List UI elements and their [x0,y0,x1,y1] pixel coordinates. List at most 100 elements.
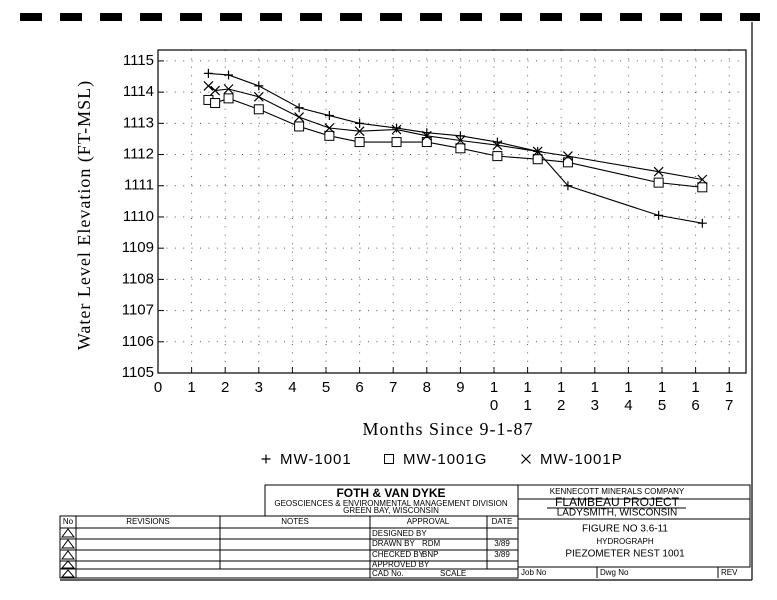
x-tick-label: 1 [183,379,200,397]
cad-number: CAD No. [372,569,404,578]
figure-subtitle: PIEZOMETER NEST 1001 [565,549,685,560]
x-tick-label: 3 [250,379,267,397]
legend-item: MW-1001P [521,451,623,468]
marker [421,137,432,148]
header: No [63,517,74,526]
x-tick-label: 10 [486,379,503,415]
marker [391,137,402,148]
marker [355,118,365,128]
approval-initials: RDM [422,539,441,548]
scale: SCALE [440,569,466,578]
marker [384,454,394,464]
series-line [208,72,703,224]
marker [421,130,432,141]
x-tick-label: 6 [351,379,368,397]
company: FOTH & VAN DYKE [336,486,445,500]
marker [455,131,465,141]
header: REVISIONS [126,517,170,526]
header: DATE [492,517,513,526]
x-tick-label: 13 [586,379,603,415]
figure-number: FIGURE NO 3.6-11 [582,524,668,535]
header: APPROVAL [407,517,450,526]
marker [653,166,664,177]
marker [223,93,234,104]
marker [697,174,708,185]
x-tick-label: 2 [217,379,234,397]
drawing-number: Dwg No [600,568,629,577]
x-tick-label: 12 [553,379,570,415]
approval-label: DRAWN BY [372,539,415,548]
marker [354,126,365,137]
job-number: Job No [521,568,547,577]
division: GEOSCIENCES & ENVIRONMENTAL MANAGEMENT D… [274,499,507,508]
client: KENNECOTT MINERALS COMPANY [550,487,685,496]
marker [697,182,708,193]
location: GREEN BAY, WISCONSIN [343,506,439,515]
marker [253,91,264,102]
y-tick-label: 1110 [123,208,154,225]
marker [224,70,234,80]
marker [294,112,305,123]
marker [492,140,503,151]
y-tick-label: 1115 [123,52,154,69]
legend-label: MW-1001 [280,451,352,468]
legend-label: MW-1001P [540,451,623,468]
y-tick-label: 1107 [122,302,154,319]
marker [253,104,264,115]
x-tick-label: 8 [418,379,435,397]
figure-title: HYDROGRAPH [596,537,654,546]
marker [697,218,707,228]
approval-initials: BNP [422,550,438,559]
y-tick-label: 1105 [122,364,154,381]
x-tick-label: 17 [721,379,738,415]
marker [562,157,573,168]
legend-item: MW-1001G [384,451,487,468]
marker [532,146,543,157]
marker [521,454,531,464]
plot-frame [157,49,747,374]
marker [261,454,271,464]
approval-label: APPROVED BY [372,560,430,569]
approval-date: 3/89 [494,550,510,559]
series-line [208,85,703,181]
legend-label: MW-1001G [403,451,487,468]
marker [392,123,402,133]
x-tick-label: 14 [620,379,637,415]
approval-label: CHECKED BY [372,550,425,559]
marker [324,130,335,141]
marker [294,121,305,132]
y-axis-label: Water Level Elevation (FT-MSL) [74,80,95,350]
header: NOTES [281,517,309,526]
legend-item: MW-1001 [261,451,352,468]
x-tick-label: 9 [452,379,469,397]
marker [563,181,573,191]
marker [223,84,234,94]
x-tick-label: 5 [318,379,335,397]
marker [391,124,402,135]
x-tick-label: 4 [284,379,301,397]
marker [653,177,664,188]
approval-date: 3/89 [494,539,510,548]
y-tick-label: 1112 [123,146,154,163]
y-tick-label: 1114 [123,83,154,100]
marker [532,154,543,165]
marker [210,98,221,109]
x-tick-label: 15 [654,379,671,415]
x-axis-label: Months Since 9-1-87 [363,419,534,439]
marker [455,135,466,146]
marker [254,81,264,91]
revision: REV [721,568,738,577]
marker [203,80,214,91]
marker [562,151,573,162]
marker [203,68,213,78]
marker [210,85,221,96]
x-tick-label: 7 [385,379,402,397]
y-tick-label: 1108 [122,270,154,287]
marker [324,123,335,133]
marker [492,151,503,162]
project-location: LADYSMITH, WISCONSIN [557,508,678,519]
x-tick-label: 11 [519,379,536,415]
marker [654,210,664,220]
y-tick-label: 1106 [122,333,154,350]
